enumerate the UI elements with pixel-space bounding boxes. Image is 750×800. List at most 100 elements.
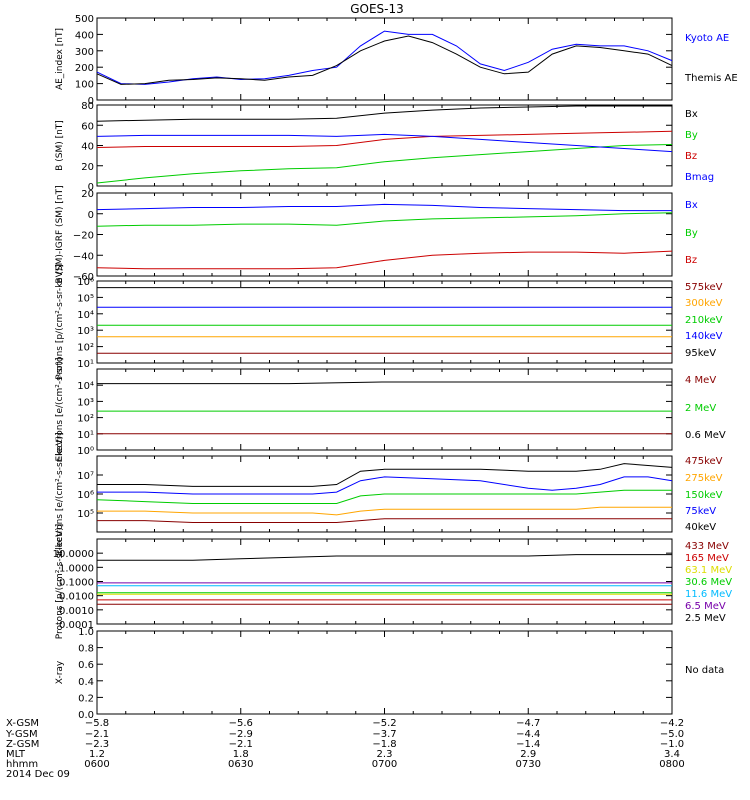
legend-entry: 6.5 MeV xyxy=(685,601,726,612)
y-tick-label: 10² xyxy=(77,343,94,354)
y-tick-label: 500 xyxy=(75,14,94,25)
footer-row-label: 2014 Dec 09 xyxy=(6,769,70,780)
y-axis-label: Electrons [e/(cm²-s-sr)] xyxy=(55,358,65,462)
series-line-Bx xyxy=(96,105,672,122)
legend-entry: 575keV xyxy=(685,282,723,293)
panel-frame xyxy=(96,280,673,364)
y-tick-label: 10⁷ xyxy=(77,471,94,482)
y-tick-label: 1.0000 xyxy=(59,563,94,574)
y-tick-label: −20 xyxy=(73,231,94,242)
panel-frame xyxy=(96,368,673,451)
footer-value: −2.1 xyxy=(85,729,109,740)
panel-protons: 10¹ 10² 10³ 10⁴ 10⁵ 10⁶ Protons [p/(cm²-s-sr-k… xyxy=(55,264,723,380)
legend-entry: 433 MeV xyxy=(685,541,729,552)
y-tick-label: 10¹ xyxy=(77,430,94,441)
y-axis-label: B (SM) [nT] xyxy=(55,120,65,171)
footer-value: −5.6 xyxy=(229,718,253,729)
panel-electrons_mev: 10⁰ 10¹ 10² 10³ 10⁴ Electrons [e/(cm²-s-sr)] 4… xyxy=(55,358,726,462)
legend-entry: Bz xyxy=(685,151,697,162)
legend-entry: Themis AE xyxy=(684,73,738,84)
y-tick-label: 10.0000 xyxy=(53,549,94,560)
legend-entry: 95keV xyxy=(685,348,716,359)
footer-value: −5.2 xyxy=(372,718,396,729)
footer-value: −4.7 xyxy=(516,718,540,729)
series-line-150keV xyxy=(96,489,672,504)
y-tick-label: 0 xyxy=(88,96,94,107)
series-line-2.5-MeV xyxy=(97,554,672,561)
y-tick-label: 10⁵ xyxy=(77,509,94,520)
legend-entry: 140keV xyxy=(685,331,723,342)
legend-entry: Bx xyxy=(685,109,698,120)
y-tick-label: 10² xyxy=(77,414,94,425)
y-tick-label: 80 xyxy=(81,101,94,112)
legend-entry: 63.1 MeV xyxy=(685,565,732,576)
footer-value: 0600 xyxy=(84,759,109,770)
footer-row-label: MLT xyxy=(6,749,26,760)
footer-value: −2.3 xyxy=(85,739,109,750)
footer-value: 0630 xyxy=(228,759,253,770)
legend-entry: 2.5 MeV xyxy=(685,613,726,624)
footer-value: 0700 xyxy=(372,759,397,770)
legend-entry: 2 MeV xyxy=(685,403,716,414)
y-tick-label: −40 xyxy=(73,251,94,262)
legend-entry: Bx xyxy=(685,200,698,211)
panel-frame xyxy=(96,104,673,187)
y-tick-label: 20 xyxy=(81,162,94,173)
y-tick-label: 10³ xyxy=(77,397,94,408)
y-tick-label: 40 xyxy=(81,142,94,153)
series-line-40keV xyxy=(97,463,673,487)
panel-frame xyxy=(96,538,673,625)
y-tick-label: 0.8 xyxy=(78,644,94,655)
panel-frame xyxy=(96,630,673,715)
y-tick-label: 10⁴ xyxy=(77,310,94,321)
footer-row-label: Z-GSM xyxy=(6,739,39,750)
y-axis-label: Protons [p/(cm²-s-sr-keV)] xyxy=(55,524,65,640)
panel-ae: 0 100 200 300 400 500 AE_index [nT] Kyoto AE The… xyxy=(55,14,738,107)
legend-entry: 75keV xyxy=(685,506,716,517)
footer-value: −2.1 xyxy=(229,739,253,750)
legend-entry: 11.6 MeV xyxy=(685,589,732,600)
y-tick-label: 10¹ xyxy=(77,359,94,370)
legend-entry: Bmag xyxy=(685,172,714,183)
y-axis-label: X-ray xyxy=(55,660,65,684)
y-axis-label: Protons [p/(cm²-s-sr-keV)] xyxy=(55,264,65,380)
legend-entry: 0.6 MeV xyxy=(685,430,726,441)
y-tick-label: 200 xyxy=(75,63,94,74)
y-tick-label: −60 xyxy=(73,272,94,283)
y-tick-label: 0.4 xyxy=(78,677,94,688)
footer-value: −4.2 xyxy=(660,718,684,729)
footer-value: 2.3 xyxy=(377,749,393,760)
series-line-475keV xyxy=(97,518,672,523)
series-line-Kyoto-AE xyxy=(96,30,673,85)
y-tick-label: 60 xyxy=(81,121,94,132)
footer-value: 3.4 xyxy=(664,749,680,760)
legend-entry: By xyxy=(685,130,698,141)
y-tick-label: 0.1000 xyxy=(59,578,94,589)
series-line-Bz xyxy=(96,130,673,148)
y-tick-label: 0.6 xyxy=(78,660,94,671)
y-tick-label: 10⁶ xyxy=(77,277,94,288)
legend-entry: Bz xyxy=(685,255,697,266)
footer-value: −5.0 xyxy=(660,729,684,740)
y-tick-label: 100 xyxy=(75,80,94,91)
panel-xray: 0.0 0.2 0.4 0.6 0.8 1.0 X-ray No data xyxy=(55,627,724,721)
footer-value: −5.8 xyxy=(85,718,109,729)
footer-value: −1.0 xyxy=(660,739,684,750)
panel-frame xyxy=(96,192,673,277)
y-axis-label: B (SM)-IGRF (SM) [nT] xyxy=(55,185,65,283)
legend-entry: 150keV xyxy=(685,490,723,501)
y-tick-label: 400 xyxy=(75,30,94,41)
y-tick-label: 10⁴ xyxy=(77,381,94,392)
footer-row-label: Y-GSM xyxy=(5,729,38,740)
chart-title: GOES-13 xyxy=(350,2,404,16)
series-line-Themis-AE xyxy=(96,35,673,85)
y-tick-label: 0 xyxy=(88,210,94,221)
y-tick-label: 0.0001 xyxy=(59,620,94,631)
y-tick-label: 0.0010 xyxy=(59,606,94,617)
legend-entry: 210keV xyxy=(685,315,723,326)
legend-entry: 475keV xyxy=(685,456,723,467)
y-tick-label: 300 xyxy=(75,47,94,58)
footer-value: 0800 xyxy=(659,759,684,770)
footer-value: −1.4 xyxy=(516,739,540,750)
series-line-75keV xyxy=(97,476,673,495)
